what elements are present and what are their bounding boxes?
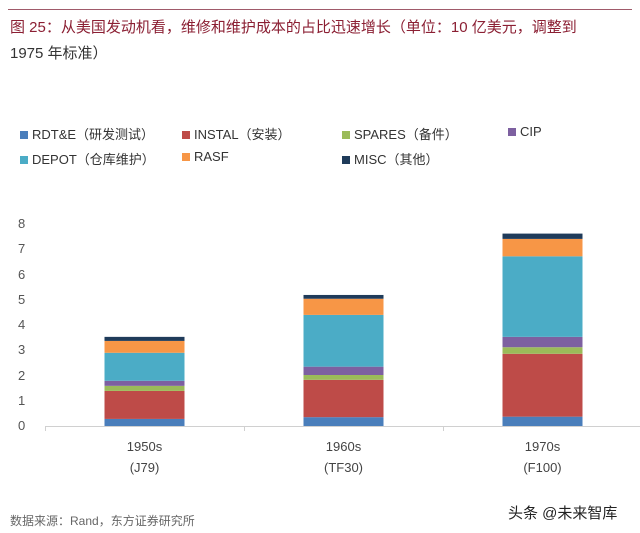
x-category-line: (J79) <box>129 460 160 475</box>
legend-swatch <box>342 131 350 139</box>
y-tick-label: 6 <box>18 266 26 282</box>
x-category-line: (F100) <box>523 460 562 475</box>
bar-segment <box>502 336 583 348</box>
bar-segment <box>502 353 583 417</box>
legend-label: CIP <box>520 124 542 139</box>
legend-item: MISC（其他） <box>342 149 439 168</box>
legend-item: INSTAL（安装） <box>182 124 291 143</box>
bar-segment <box>303 366 384 375</box>
legend-swatch <box>20 131 28 139</box>
x-category-line: (TF30) <box>324 460 363 475</box>
legend-item: RDT&E（研发测试） <box>20 124 154 143</box>
y-tick-label: 2 <box>18 367 26 383</box>
bar-segment <box>104 380 185 386</box>
y-tick-label: 8 <box>18 216 26 231</box>
y-tick-label: 3 <box>18 342 26 358</box>
bar-segment <box>502 233 583 239</box>
x-category-label: 1970s (F100) <box>483 436 603 478</box>
bar-segment <box>104 352 185 381</box>
legend-swatch <box>508 128 516 136</box>
x-category-line: 1960s <box>325 439 362 454</box>
legend-swatch <box>20 156 28 164</box>
legend-swatch <box>182 131 190 139</box>
x-category-label: 1960s (TF30) <box>284 436 404 478</box>
title-line-2: 1975 年标准） <box>10 45 108 62</box>
bar-segment <box>104 390 185 419</box>
bar-segment <box>303 417 384 426</box>
y-tick-label: 0 <box>18 418 26 433</box>
bar-segment <box>303 314 384 367</box>
legend-label: INSTAL（安装） <box>194 127 291 142</box>
y-tick-label: 5 <box>18 291 26 307</box>
y-tick-label: 7 <box>18 241 26 257</box>
bar-segment <box>502 347 583 354</box>
bar-segment <box>303 298 384 315</box>
bar-segment <box>502 256 583 337</box>
top-rule <box>8 9 632 10</box>
x-category-line: 1950s <box>126 439 163 454</box>
legend-item: CIP <box>508 124 542 139</box>
legend-item: RASF <box>182 149 229 164</box>
y-tick-label: 4 <box>18 317 26 332</box>
bar-segment <box>303 374 384 380</box>
legend-label: RDT&E（研发测试） <box>32 127 155 142</box>
x-category-label: 1950s (J79) <box>85 436 205 478</box>
figure-title: 图 25：从美国发动机看，维修和维护成本的占比迅速增长（单位：10 亿美元，调整… <box>10 15 635 67</box>
legend-item: SPARES（备件） <box>342 124 458 143</box>
bar-segment <box>104 385 185 391</box>
data-source: 数据来源：Rand，东方证券研究所 <box>10 514 195 528</box>
bar-segment <box>104 336 185 341</box>
bar-segment <box>104 340 185 353</box>
legend-label: DEPOT（仓库维护） <box>32 152 155 167</box>
legend-label: SPARES（备件） <box>354 127 458 142</box>
bar-segment <box>303 379 384 418</box>
bar-segment <box>303 294 384 299</box>
bar-segment <box>502 416 583 426</box>
title-line-1: 图 25：从美国发动机看，维修和维护成本的占比迅速增长（单位：10 亿美元，调整… <box>10 19 577 36</box>
watermark: 头条 @未来智库 <box>508 505 618 522</box>
legend-label: RASF <box>194 149 229 164</box>
bar-segment <box>502 238 583 257</box>
legend-label: MISC（其他） <box>354 152 439 167</box>
y-tick-label: 1 <box>18 392 26 408</box>
legend-swatch <box>182 153 190 161</box>
x-category-line: 1970s <box>524 439 561 454</box>
legend-swatch <box>342 156 350 164</box>
legend-item: DEPOT（仓库维护） <box>20 149 155 168</box>
bar-segment <box>104 418 185 426</box>
